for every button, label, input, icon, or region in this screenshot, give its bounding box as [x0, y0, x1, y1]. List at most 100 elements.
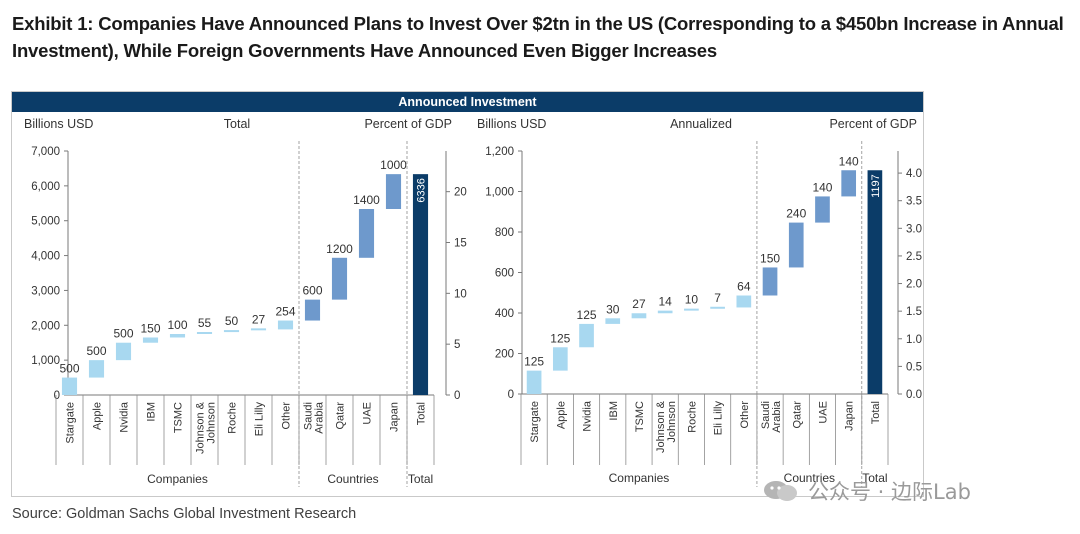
- chart-title: Total: [224, 117, 250, 131]
- c1-data-label-japan: 140: [839, 154, 859, 168]
- y-axis-label: Billions USD: [24, 117, 93, 131]
- c1-category-label-johnson-johnson: Johnson &Johnson: [655, 400, 678, 453]
- c0-category-label-saudi-arabia: SaudiArabia: [303, 401, 326, 434]
- c0-bar-tsmc: [169, 334, 186, 338]
- c0-bar-apple: [88, 360, 105, 378]
- y-tick-label: 1,200: [485, 146, 514, 158]
- y2-tick-label: 2.0: [906, 279, 922, 291]
- c0-data-label-eli-lilly: 27: [252, 312, 266, 326]
- y-tick-label: 200: [495, 349, 514, 361]
- c1-bar-roche: [684, 308, 699, 311]
- c1-bar-tsmc: [631, 313, 647, 319]
- chart-panel: Announced Investment Billions USD Total Pe…: [11, 91, 924, 497]
- c1-data-label-qatar: 240: [786, 207, 806, 221]
- c1-category-label-japan: Japan: [844, 401, 856, 431]
- c1-bar-ibm: [605, 318, 621, 324]
- c1-category-label-ibm: IBM: [608, 401, 620, 421]
- y-tick-label: 800: [495, 227, 514, 239]
- c1-category-label-eli-lilly: Eli Lilly: [713, 401, 725, 436]
- c0-category-label-johnson-johnson: Johnson &Johnson: [195, 401, 218, 454]
- y2-tick-label: 0.5: [906, 361, 922, 373]
- y2-tick-label: 0: [454, 390, 460, 402]
- c0-data-label-uae: 1400: [353, 193, 380, 207]
- c1-category-label-other: Other: [739, 401, 751, 429]
- y2-tick-label: 15: [454, 238, 467, 250]
- c1-bar-apple: [552, 347, 568, 371]
- c1-data-label-total: 1197: [870, 174, 882, 198]
- c1-group-label-countries: Countries: [784, 471, 835, 485]
- y-tick-label: 5,000: [31, 216, 60, 228]
- c1-bar-nvidia: [579, 323, 594, 348]
- c0-bar-eli-lilly: [250, 328, 267, 331]
- y-tick-label: 2,000: [31, 320, 60, 332]
- c0-bar-total: [412, 174, 429, 395]
- c1-data-label-eli-lilly: 7: [714, 291, 721, 305]
- c1-data-label-roche: 10: [685, 293, 699, 307]
- y2-tick-label: 1.0: [906, 334, 922, 346]
- y-tick-label: 400: [495, 308, 514, 320]
- c1-bar-qatar: [788, 222, 804, 268]
- y-tick-label: 0: [508, 389, 514, 401]
- c0-bar-japan: [385, 174, 402, 210]
- c1-category-label-roche: Roche: [686, 401, 698, 433]
- watermark-text: 公众号 · 边际Lab: [808, 480, 971, 504]
- c0-bar-uae: [358, 209, 375, 258]
- y2-tick-label: 3.0: [906, 223, 922, 235]
- c1-category-label-qatar: Qatar: [791, 401, 803, 429]
- c0-data-label-other: 254: [275, 305, 295, 319]
- c0-category-label-tsmc: TSMC: [173, 402, 185, 433]
- c1-data-label-uae: 140: [812, 180, 832, 194]
- c0-data-label-total: 6336: [416, 178, 428, 202]
- y-tick-label: 3,000: [31, 285, 60, 297]
- c0-group-label-total: Total: [408, 472, 433, 486]
- c0-category-label-qatar: Qatar: [335, 402, 347, 430]
- panel-banner: Announced Investment: [12, 92, 923, 112]
- c0-data-label-japan: 1000: [380, 158, 407, 172]
- c0-bar-ibm: [142, 337, 159, 343]
- y2-tick-label: 20: [454, 187, 467, 199]
- c1-category-label-saudi-arabia: SaudiArabia: [760, 400, 783, 433]
- y2-tick-label: 10: [454, 288, 467, 300]
- c0-category-label-stargate: Stargate: [65, 402, 77, 444]
- c0-category-label-uae: UAE: [362, 402, 374, 425]
- c1-category-label-stargate: Stargate: [529, 401, 541, 443]
- c1-category-label-nvidia: Nvidia: [582, 400, 594, 431]
- y-tick-label: 7,000: [31, 146, 60, 158]
- y2-tick-label: 1.5: [906, 306, 922, 318]
- c1-data-label-nvidia: 125: [577, 308, 597, 322]
- c0-category-label-total: Total: [416, 402, 428, 425]
- c1-data-label-ibm: 30: [606, 302, 620, 316]
- c0-bar-stargate: [61, 377, 78, 395]
- y2-axis-label: Percent of GDP: [829, 117, 917, 131]
- total-chart: Billions USD Total Percent of GDP 0 1,000 2,0…: [24, 117, 467, 487]
- y-tick-label: 600: [495, 268, 514, 280]
- watermark: 公众号 · 边际Lab: [762, 478, 971, 504]
- c0-data-label-stargate: 500: [59, 362, 79, 376]
- y-tick-label: 1,000: [485, 187, 514, 199]
- wechat-icon: [764, 481, 797, 501]
- c0-data-label-roche: 50: [225, 314, 239, 328]
- c1-category-label-total: Total: [870, 401, 882, 424]
- c1-bar-japan: [841, 170, 857, 197]
- y-tick-label: 1,000: [31, 355, 60, 367]
- c0-data-label-tsmc: 100: [167, 318, 187, 332]
- c1-bar-other: [736, 295, 752, 308]
- c1-category-label-tsmc: TSMC: [634, 401, 646, 432]
- c0-bar-other: [277, 320, 294, 330]
- c1-group-label-companies: Companies: [609, 471, 670, 485]
- c0-data-label-johnson-johnson: 55: [198, 316, 212, 330]
- c1-category-label-uae: UAE: [817, 401, 829, 424]
- source-note: Source: Goldman Sachs Global Investment …: [12, 506, 357, 522]
- c1-data-label-apple: 125: [550, 331, 570, 345]
- c0-bar-qatar: [331, 257, 348, 300]
- c0-data-label-qatar: 1200: [326, 242, 353, 256]
- c1-data-label-other: 64: [737, 279, 751, 293]
- c0-category-label-eli-lilly: Eli Lilly: [254, 402, 266, 437]
- c0-category-label-nvidia: Nvidia: [119, 401, 131, 432]
- chart-title: Annualized: [670, 117, 732, 131]
- c1-bar-total: [867, 170, 883, 394]
- c1-bar-eli-lilly: [710, 306, 725, 309]
- c1-data-label-stargate: 125: [524, 355, 544, 369]
- y2-tick-label: 2.5: [906, 251, 922, 263]
- c1-data-label-saudi-arabia: 150: [760, 251, 780, 265]
